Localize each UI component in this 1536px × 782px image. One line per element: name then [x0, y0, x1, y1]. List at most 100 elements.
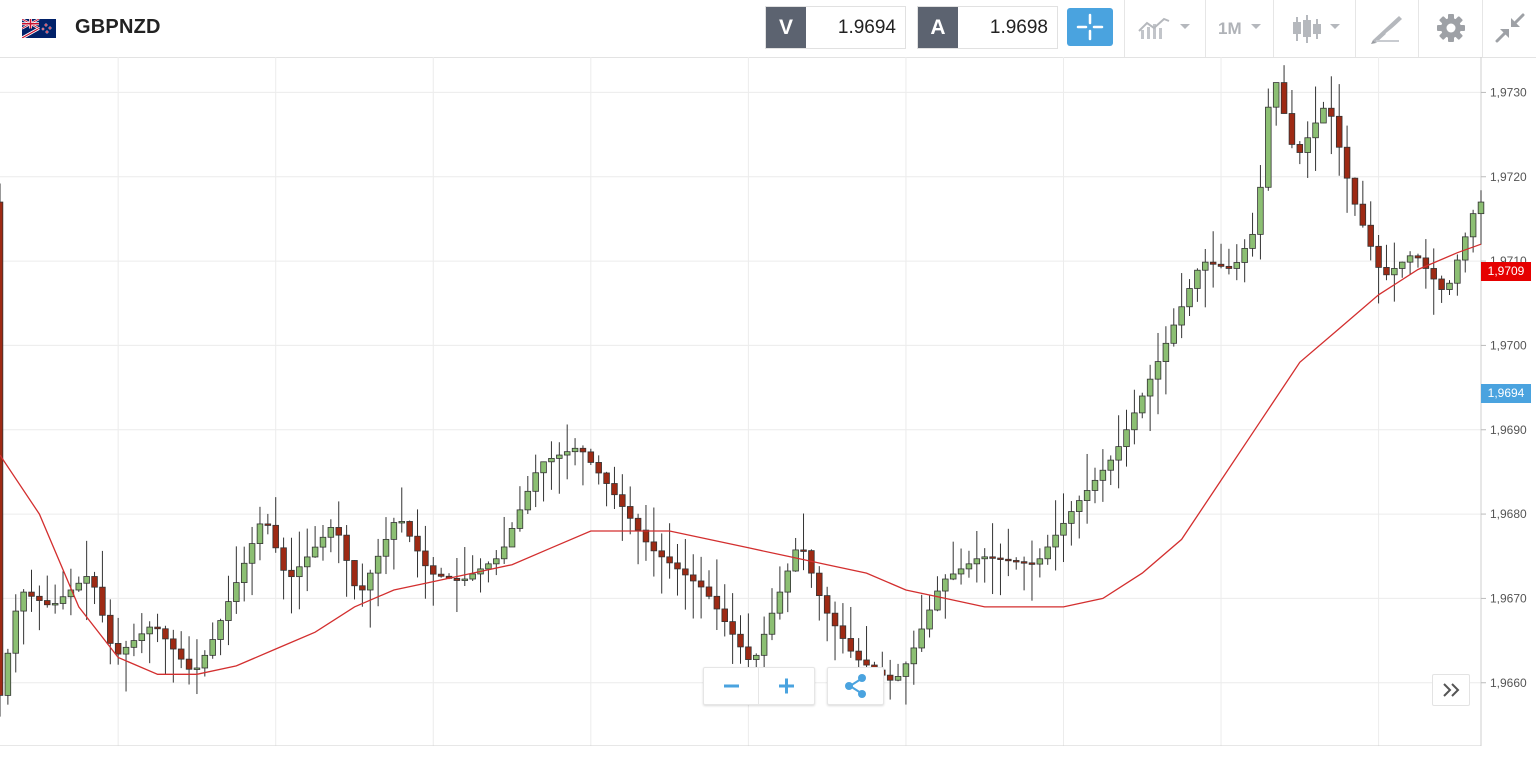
- crosshair-button[interactable]: [1067, 8, 1113, 46]
- candle: [327, 519, 335, 553]
- settings-button[interactable]: [1418, 0, 1483, 57]
- candle-body: [949, 573, 957, 580]
- chart-type-button[interactable]: [1124, 0, 1206, 57]
- candle-body: [91, 576, 98, 588]
- candle: [1020, 556, 1028, 591]
- price-chart[interactable]: 1,96601,96701,96801,96901,97001,97101,97…: [0, 57, 1536, 782]
- y-tick-label: 1,9670: [1490, 591, 1527, 605]
- candle: [177, 631, 185, 669]
- candle-body: [217, 620, 224, 640]
- candle-body: [288, 569, 295, 578]
- candle: [398, 487, 405, 533]
- candle: [1462, 232, 1469, 273]
- collapse-button[interactable]: [1482, 0, 1536, 57]
- candle-body: [595, 462, 602, 474]
- buy-price-button[interactable]: A 1.9698: [917, 6, 1058, 49]
- candle-body: [942, 578, 949, 592]
- scroll-to-latest-button[interactable]: [1432, 674, 1470, 706]
- candle: [1265, 88, 1272, 191]
- last-price-tag: 1,9709: [1481, 262, 1531, 281]
- candle: [1375, 234, 1382, 304]
- candle-body: [831, 612, 839, 627]
- candle: [225, 575, 232, 646]
- candle-body: [406, 521, 413, 537]
- candle-body: [1438, 278, 1445, 290]
- candle-body: [1012, 560, 1020, 563]
- sell-price-button[interactable]: V 1.9694: [765, 6, 906, 49]
- candle-body: [697, 580, 705, 588]
- collapse-icon: [1495, 13, 1525, 43]
- candle: [59, 571, 67, 610]
- candle-body: [1288, 113, 1296, 145]
- candle: [1257, 165, 1264, 260]
- chart-type-icon: [1138, 17, 1190, 39]
- candle: [697, 556, 705, 619]
- candle: [107, 599, 114, 665]
- candle: [193, 639, 201, 695]
- candle: [611, 466, 618, 510]
- chart-canvas[interactable]: 1,96601,96701,96801,96901,97001,97101,97…: [0, 57, 1536, 746]
- candle-body: [430, 565, 437, 575]
- candle: [666, 523, 673, 579]
- candle: [957, 548, 965, 585]
- candle: [75, 576, 83, 592]
- candle: [280, 537, 287, 600]
- candle: [989, 523, 996, 595]
- candle-body: [280, 547, 287, 571]
- candle: [209, 622, 216, 659]
- candle-body: [1320, 107, 1327, 124]
- share-button[interactable]: [827, 667, 884, 705]
- candle: [162, 625, 169, 675]
- candle: [461, 547, 469, 587]
- candle-body: [319, 536, 327, 548]
- candle-body: [508, 528, 516, 548]
- candle: [918, 594, 925, 652]
- candle: [1123, 409, 1130, 467]
- candle: [1162, 326, 1170, 395]
- candle-body: [579, 447, 587, 453]
- candle: [1335, 84, 1343, 176]
- candle: [556, 442, 563, 494]
- candle: [776, 566, 784, 620]
- candle: [1422, 239, 1430, 289]
- candle-body: [540, 461, 547, 474]
- candle: [1477, 190, 1485, 245]
- candle: [493, 550, 500, 576]
- candle: [406, 520, 413, 543]
- candle-body: [240, 562, 248, 584]
- candle: [422, 525, 429, 599]
- candle-body: [776, 591, 784, 614]
- candle-body: [1233, 262, 1241, 269]
- candle: [737, 615, 744, 664]
- candle: [500, 516, 508, 564]
- candle: [831, 601, 839, 661]
- candle: [1288, 89, 1296, 149]
- timeframe-selector[interactable]: 1M: [1205, 0, 1274, 57]
- candle: [335, 501, 342, 564]
- candle-style-button[interactable]: [1273, 0, 1356, 57]
- candle: [240, 546, 248, 602]
- candle-body: [650, 541, 658, 552]
- candle: [44, 575, 51, 608]
- candle: [965, 550, 973, 578]
- drawing-tools-button[interactable]: [1355, 0, 1419, 57]
- zoom-in-button[interactable]: [759, 668, 814, 704]
- candle-body: [1060, 522, 1067, 536]
- candle: [138, 613, 146, 654]
- candle-body: [414, 535, 421, 552]
- candle-body: [1265, 106, 1272, 188]
- zoom-out-button[interactable]: [704, 668, 759, 704]
- candle-body: [1351, 177, 1359, 205]
- candle-body: [1406, 255, 1414, 263]
- candle: [130, 623, 138, 657]
- candle: [603, 471, 610, 507]
- candle-body: [359, 585, 366, 591]
- candle-body: [1469, 213, 1477, 238]
- candle: [689, 554, 697, 619]
- candle: [1083, 453, 1091, 524]
- candle: [1068, 501, 1075, 546]
- candle-body: [626, 506, 634, 519]
- candle-body: [823, 595, 831, 614]
- candle: [1233, 244, 1241, 281]
- candle-body: [1462, 236, 1469, 261]
